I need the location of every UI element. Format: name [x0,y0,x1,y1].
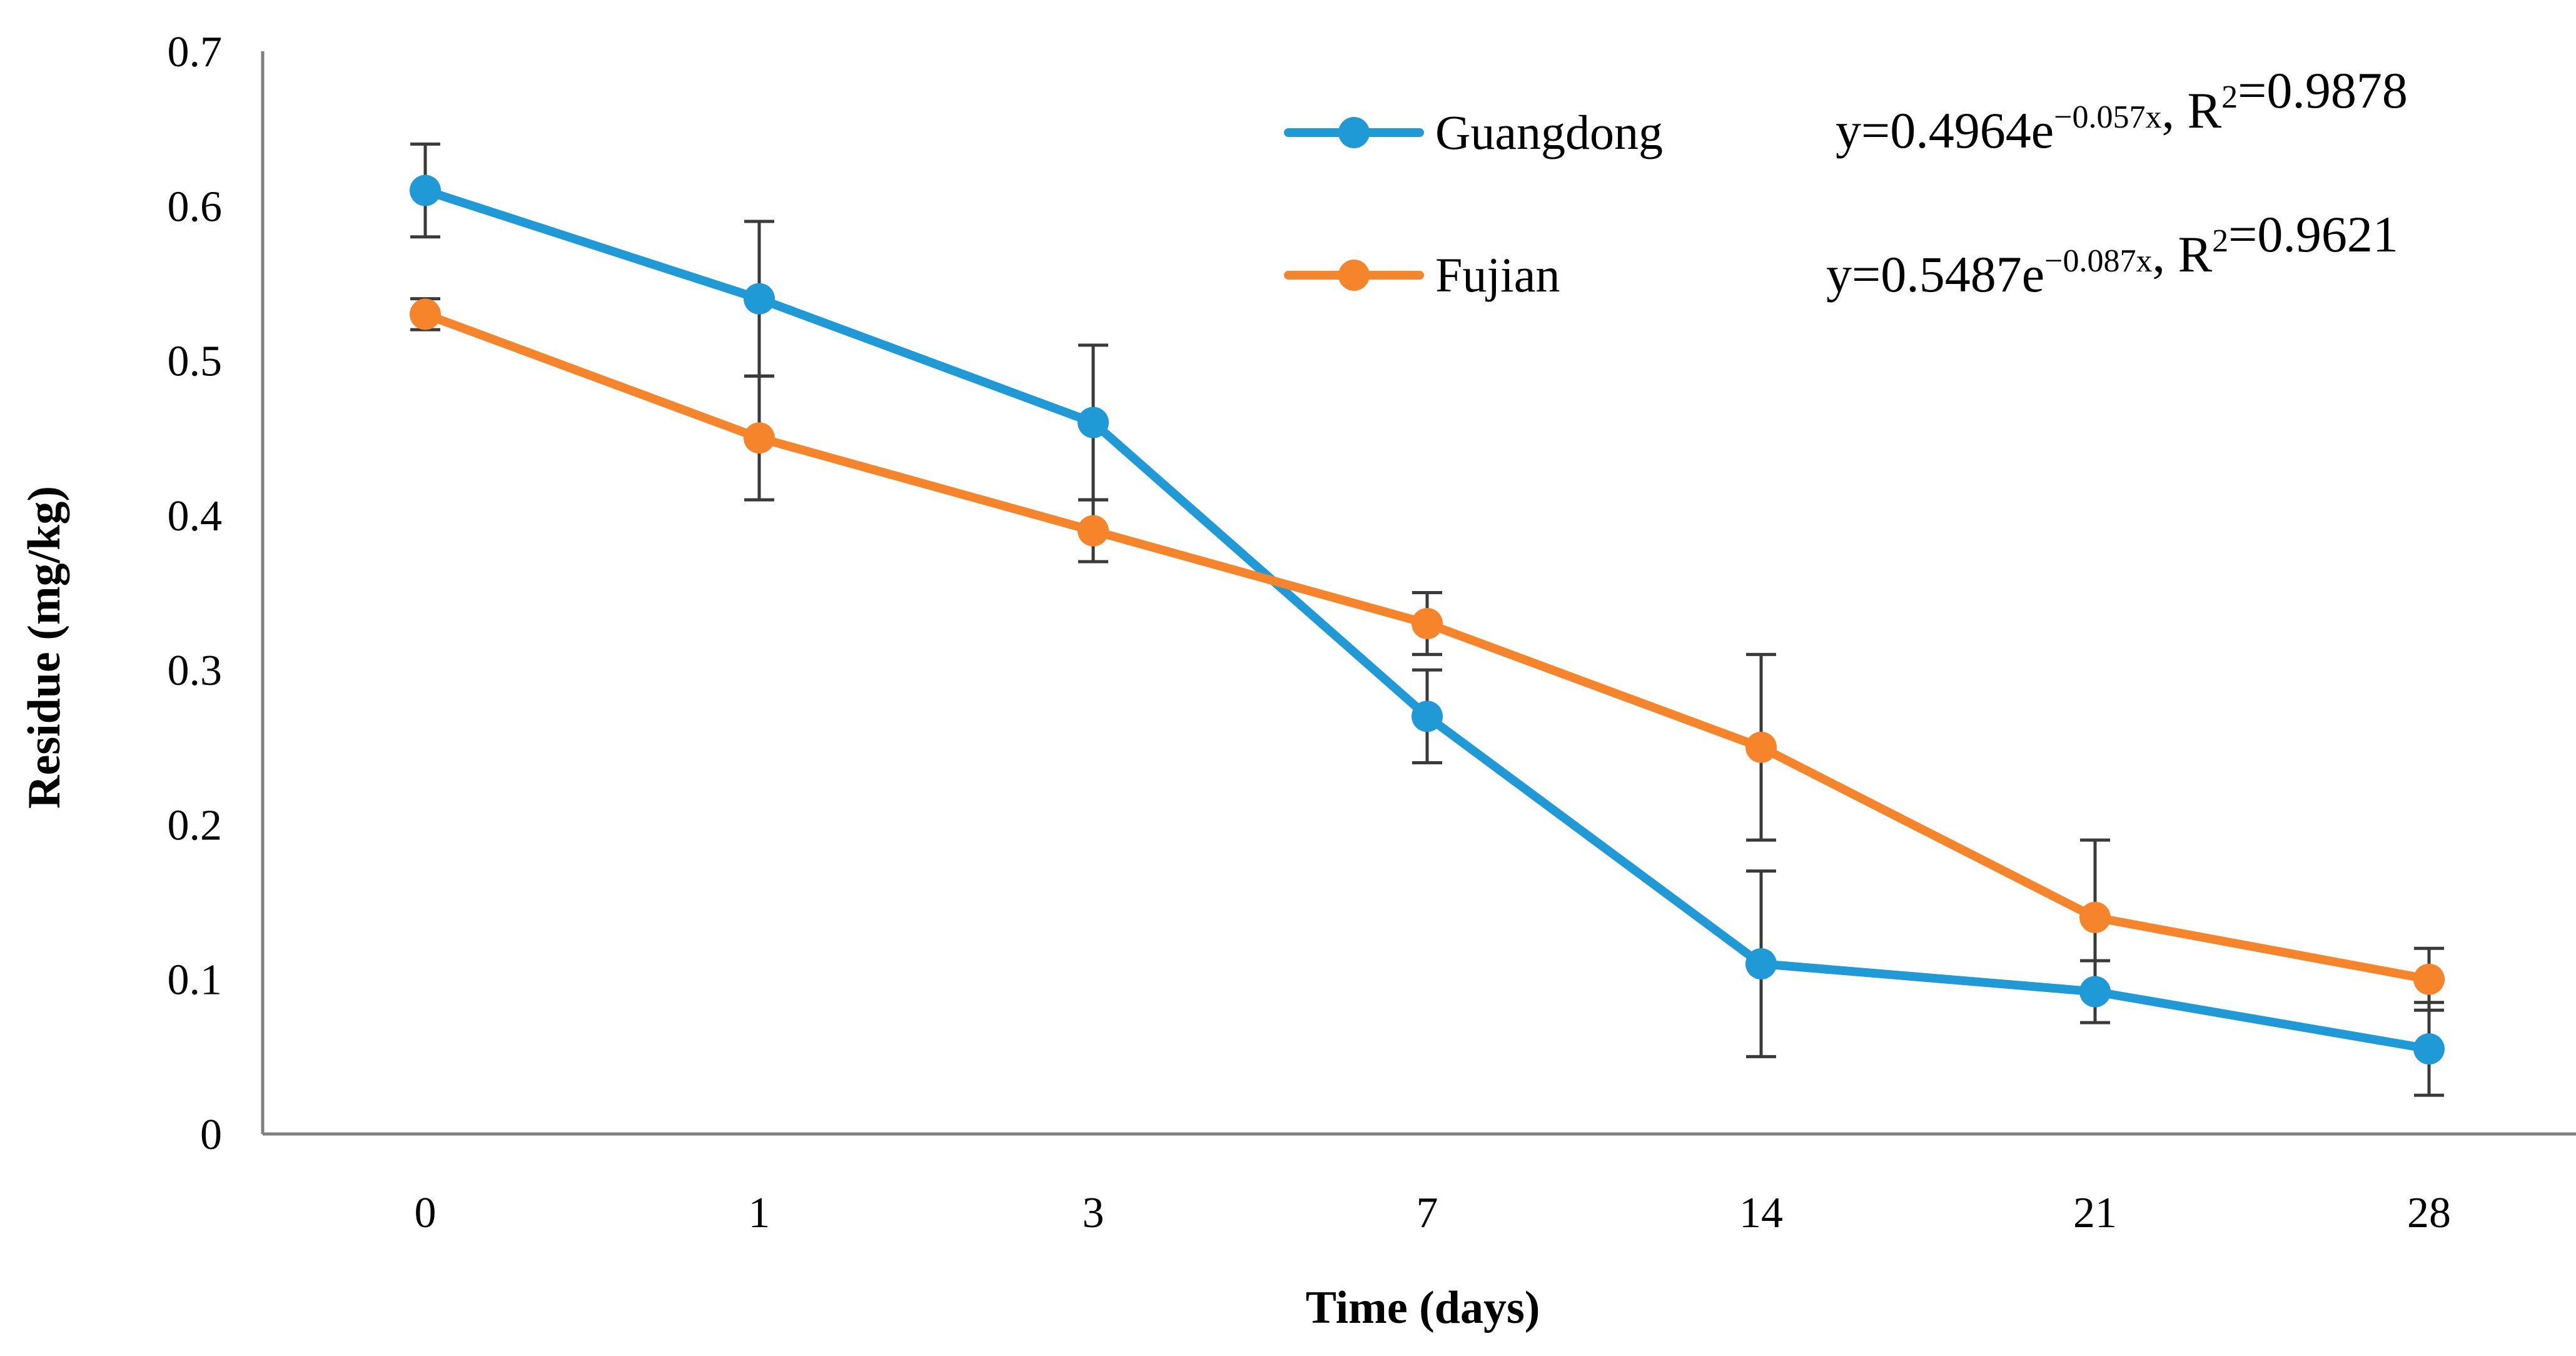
y-tick-label: 0.5 [168,338,223,386]
guangdong-data-point [1412,701,1443,732]
x-tick-label: 1 [749,1189,770,1237]
x-tick-label: 14 [1739,1189,1783,1237]
legend: Guangdong y=0.4964e−0.057x, R2=0.9878 Fuji… [1284,62,2408,303]
fujian-data-point [2079,901,2111,933]
guangdong-data-point [2413,1033,2445,1065]
fujian-data-point [2413,963,2445,995]
y-tick-label: 0.1 [168,956,223,1004]
y-tick-label: 0.4 [168,492,223,540]
guangdong-legend-label: Guangdong [1435,105,1663,159]
guangdong-legend-marker [1338,117,1370,148]
guangdong-data-point [2079,976,2111,1008]
guangdong-data-point [1078,407,1109,438]
fujian-legend-entry: Fujian [1284,248,1560,302]
y-tick-label: 0.6 [168,183,223,231]
guangdong-data-point [744,283,775,315]
fujian-data-point [410,298,441,330]
y-tick-label: 0.7 [168,28,223,76]
fujian-data-point [744,422,775,454]
guangdong-data-point [410,175,441,206]
guangdong-data-point [1745,948,1777,979]
guangdong-fit-equation: y=0.4964e−0.057x, R2=0.9878 [1836,62,2408,159]
axes: 0 0.1 0.2 0.3 0.4 0.5 0.6 0.7 0 1 3 7 14 21 28 [168,28,2576,1237]
y-axis-title: Residue (mg/kg) [19,486,70,809]
x-tick-label: 21 [2073,1189,2117,1237]
fujian-legend-label: Fujian [1435,248,1560,302]
x-axis-title: Time (days) [1306,1282,1540,1333]
fujian-fit-equation: y=0.5487e−0.087x, R2=0.9621 [1826,206,2398,303]
fujian-data-point [1412,607,1443,639]
y-tick-label: 0.2 [168,801,223,849]
y-tick-label: 0 [200,1111,222,1159]
series-markers [410,175,2445,1065]
x-tick-label: 0 [415,1189,437,1237]
fujian-data-point [1745,731,1777,763]
fujian-legend-marker [1338,260,1370,291]
x-tick-label: 7 [1417,1189,1438,1237]
x-tick-label: 3 [1083,1189,1104,1237]
y-tick-label: 0.3 [168,647,223,695]
x-tick-label: 28 [2407,1189,2451,1237]
guangdong-legend-entry: Guangdong [1284,105,1663,159]
fujian-data-point [1078,515,1109,547]
